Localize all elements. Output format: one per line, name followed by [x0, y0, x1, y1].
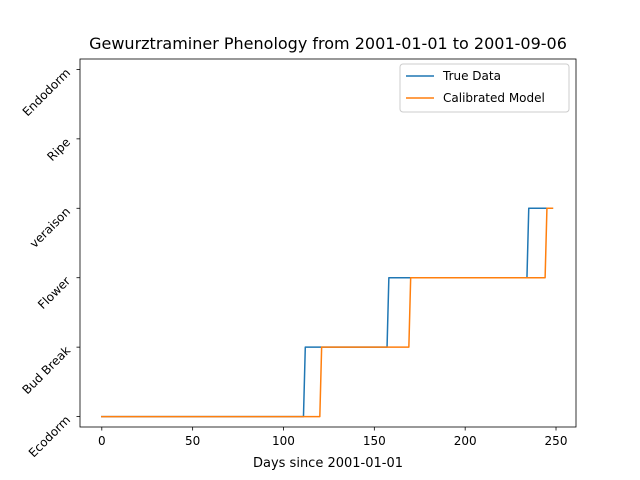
series-line-1 — [101, 207, 554, 418]
x-tick-label: 150 — [363, 434, 386, 448]
x-tick-label: 200 — [454, 434, 477, 448]
axes-frame — [79, 58, 577, 428]
x-axis-label: Days since 2001-01-01 — [253, 456, 403, 471]
legend-box — [399, 63, 570, 113]
legend: True Data Calibrated Model — [399, 63, 570, 113]
plot-area — [101, 207, 554, 418]
legend-label-1: True Data — [442, 69, 501, 83]
x-tick-label: 0 — [98, 434, 106, 448]
chart-title: Gewurztraminer Phenology from 2001-01-01… — [89, 34, 567, 53]
x-tick-label: 50 — [185, 434, 200, 448]
x-tick-label: 100 — [272, 434, 295, 448]
x-tick-label: 250 — [545, 434, 568, 448]
legend-label-2: Calibrated Model — [443, 91, 545, 105]
series-line-2 — [101, 207, 554, 418]
